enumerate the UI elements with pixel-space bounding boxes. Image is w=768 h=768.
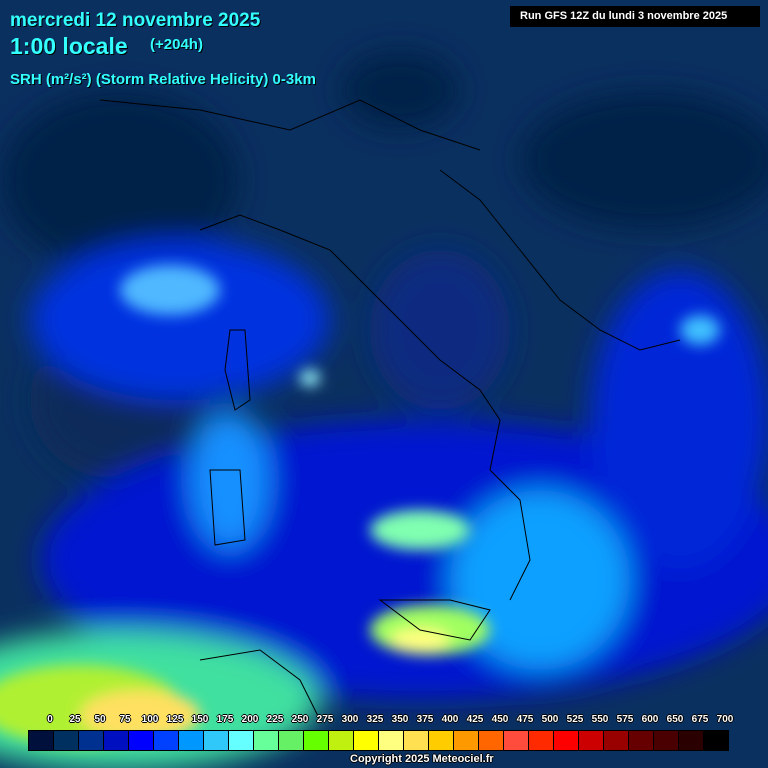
legend-swatch [404, 731, 429, 750]
forecast-date: mercredi 12 novembre 2025 [10, 10, 261, 31]
legend-label: 150 [191, 714, 209, 725]
legend-label: 600 [641, 714, 659, 725]
legend-labels: 0 25 50 75 100 125 150 175 200 225 250 275 300 325 350… [28, 714, 733, 728]
legend-swatch [129, 731, 154, 750]
legend-swatch [154, 731, 179, 750]
legend-label: 250 [291, 714, 309, 725]
legend-swatch [329, 731, 354, 750]
legend-swatch [679, 731, 704, 750]
legend-label: 200 [241, 714, 259, 725]
legend-swatch [254, 731, 279, 750]
legend-label: 325 [366, 714, 384, 725]
legend-label: 100 [141, 714, 159, 725]
legend-swatch [204, 731, 229, 750]
legend-swatch [379, 731, 404, 750]
legend-swatch [629, 731, 654, 750]
copyright: Copyright 2025 Meteociel.fr [350, 753, 494, 765]
legend-label: 50 [94, 714, 106, 725]
legend-swatch [29, 731, 54, 750]
legend-label: 550 [591, 714, 609, 725]
parameter-title: SRH (m²/s²) (Storm Relative Helicity) 0-… [10, 71, 316, 88]
legend-swatch [654, 731, 679, 750]
legend-label: 300 [341, 714, 359, 725]
legend-label: 275 [316, 714, 334, 725]
legend-swatch [179, 731, 204, 750]
legend-swatch [304, 731, 329, 750]
legend-label: 575 [616, 714, 634, 725]
run-info: Run GFS 12Z du lundi 3 novembre 2025 [510, 6, 760, 27]
legend-swatch [354, 731, 379, 750]
forecast-time: 1:00 locale [10, 33, 128, 59]
legend-swatch [454, 731, 479, 750]
legend-swatch [479, 731, 504, 750]
legend-label: 400 [441, 714, 459, 725]
legend-label: 525 [566, 714, 584, 725]
legend-label: 225 [266, 714, 284, 725]
color-legend [28, 730, 729, 751]
legend-swatch [604, 731, 629, 750]
legend-label: 0 [47, 714, 53, 725]
legend-swatch [529, 731, 554, 750]
legend-swatch [79, 731, 104, 750]
legend-label: 675 [691, 714, 709, 725]
legend-label: 350 [391, 714, 409, 725]
legend-label: 425 [466, 714, 484, 725]
legend-swatch [429, 731, 454, 750]
legend-swatch [554, 731, 579, 750]
legend-swatch [229, 731, 254, 750]
lead-time: (+204h) [150, 36, 203, 53]
legend-swatch [279, 731, 304, 750]
legend-label: 175 [216, 714, 234, 725]
legend-swatch [104, 731, 129, 750]
legend-swatch [504, 731, 529, 750]
legend-label: 125 [166, 714, 184, 725]
legend-label: 450 [491, 714, 509, 725]
legend-label: 650 [666, 714, 684, 725]
legend-swatch [579, 731, 604, 750]
legend-label: 500 [541, 714, 559, 725]
legend-swatch [704, 731, 728, 750]
legend-label: 475 [516, 714, 534, 725]
legend-label: 25 [69, 714, 81, 725]
legend-label: 375 [416, 714, 434, 725]
legend-label: 75 [119, 714, 131, 725]
legend-swatch [54, 731, 79, 750]
legend-label: 700 [716, 714, 734, 725]
